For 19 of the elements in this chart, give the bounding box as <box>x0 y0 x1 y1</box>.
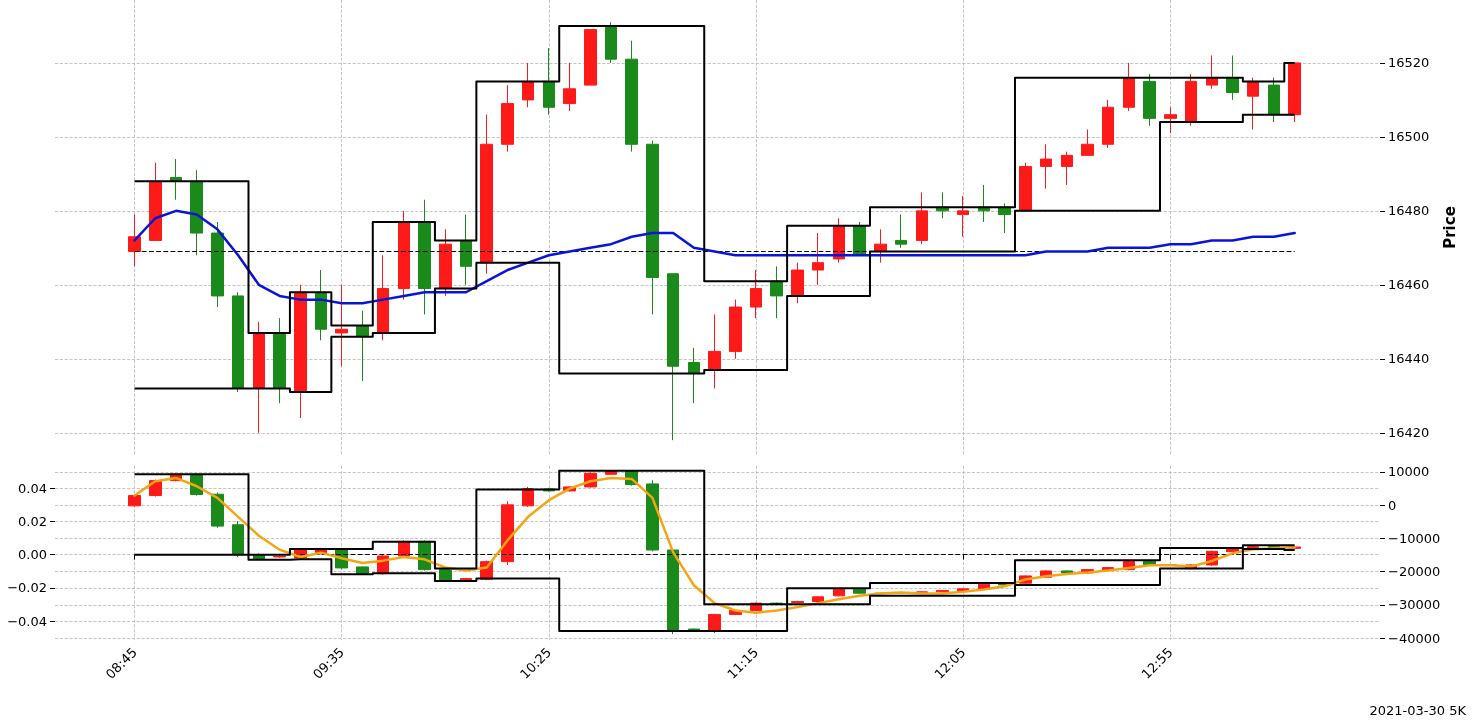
y-tick-label: −0.04 <box>7 613 47 629</box>
y-tick-label: 16500 <box>1388 129 1430 145</box>
y2-tick-label: −30000 <box>1388 597 1441 613</box>
y-tick-label: 16440 <box>1388 351 1430 367</box>
y-tick-label: 16480 <box>1388 203 1430 219</box>
y-tick-label: 0.04 <box>18 480 47 496</box>
y-tick-label: 16520 <box>1388 55 1430 71</box>
y2-tick-label: −40000 <box>1388 630 1441 646</box>
y-tick-label: 16460 <box>1388 277 1430 293</box>
y2-tick-label: 10000 <box>1388 464 1430 480</box>
y-tick-label: 0.02 <box>18 513 47 529</box>
text: 2021-03-30 5K <box>1369 703 1467 718</box>
y2-tick-label: −10000 <box>1388 530 1441 546</box>
y2-tick-label: 0 <box>1388 497 1397 513</box>
y-axis-title: Price <box>1440 206 1459 249</box>
y-tick-label: 0.00 <box>18 547 47 563</box>
y-tick-label: 16420 <box>1388 425 1430 441</box>
y2-tick-label: −20000 <box>1388 564 1441 580</box>
y-tick-label: −0.02 <box>7 580 47 596</box>
